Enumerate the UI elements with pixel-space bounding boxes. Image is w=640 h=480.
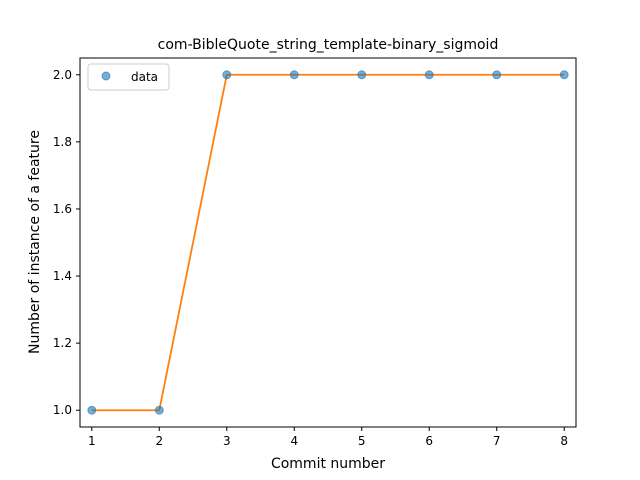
x-tick-label: 5 bbox=[358, 434, 366, 448]
data-point bbox=[289, 70, 299, 80]
data-point bbox=[87, 405, 97, 415]
data-point bbox=[492, 70, 502, 80]
data-point bbox=[357, 70, 367, 80]
series-line bbox=[91, 73, 565, 412]
x-tick-label: 2 bbox=[155, 434, 163, 448]
legend: data bbox=[87, 63, 170, 91]
plot-area: 1 2 3 4 5 6 7 8 1.0 1.2 1.4 1.6 1.8 2.0 bbox=[53, 57, 577, 448]
x-tick-label: 8 bbox=[560, 434, 568, 448]
data-point bbox=[154, 405, 164, 415]
axes-frame bbox=[79, 57, 577, 428]
chart-title: com-BibleQuote_string_template-binary_si… bbox=[158, 37, 499, 53]
x-axis-label: Commit number bbox=[271, 456, 385, 472]
data-point bbox=[222, 70, 232, 80]
x-tick-label: 3 bbox=[223, 434, 231, 448]
x-tick-label: 7 bbox=[493, 434, 501, 448]
data-point bbox=[559, 70, 569, 80]
y-tick-label: 1.8 bbox=[53, 135, 72, 149]
y-tick-label: 2.0 bbox=[53, 68, 72, 82]
y-axis-label: Number of instance of a feature bbox=[27, 130, 43, 354]
y-tick-label: 1.4 bbox=[53, 269, 72, 283]
legend-label: data bbox=[131, 70, 158, 84]
x-tick-label: 4 bbox=[290, 434, 298, 448]
legend-frame bbox=[87, 63, 170, 91]
legend-marker bbox=[101, 71, 111, 81]
y-tick-label: 1.2 bbox=[53, 336, 72, 350]
x-tick-label: 1 bbox=[88, 434, 96, 448]
x-tick-label: 6 bbox=[425, 434, 433, 448]
y-tick-label: 1.0 bbox=[53, 403, 72, 417]
data-point bbox=[424, 70, 434, 80]
y-tick-label: 1.6 bbox=[53, 202, 72, 216]
